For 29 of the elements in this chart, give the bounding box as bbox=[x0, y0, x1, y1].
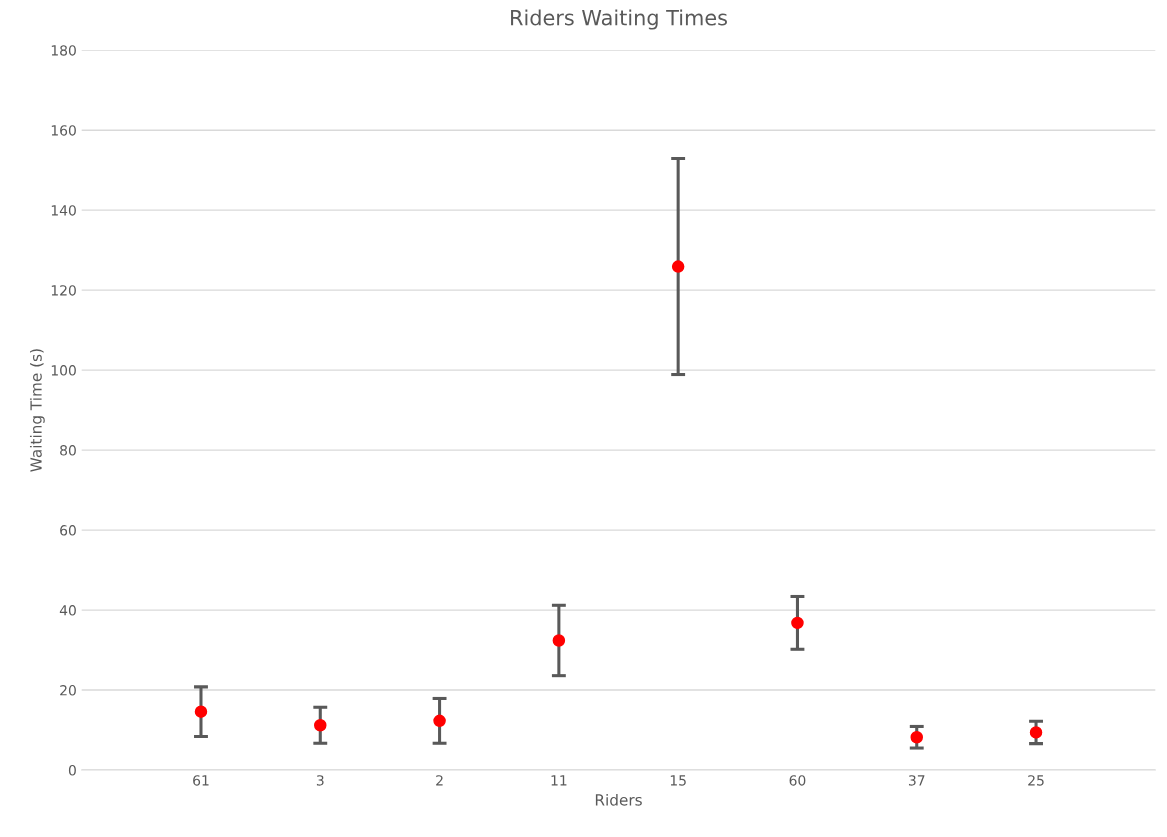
y-tick-label: 0 bbox=[68, 765, 76, 776]
point bbox=[671, 260, 685, 273]
y-tick-label: 160 bbox=[51, 125, 76, 136]
point bbox=[433, 714, 446, 728]
point bbox=[194, 705, 208, 718]
x-tick-label: 37 bbox=[908, 775, 925, 786]
point bbox=[791, 616, 804, 630]
y-tick-label: 180 bbox=[51, 45, 76, 56]
point bbox=[314, 719, 327, 732]
x-tick-label: 61 bbox=[193, 775, 209, 786]
point bbox=[1029, 726, 1043, 739]
point bbox=[552, 634, 566, 647]
y-tick-label: 60 bbox=[60, 525, 76, 536]
x-tick-label: 11 bbox=[551, 775, 567, 786]
y-tick-label: 20 bbox=[60, 685, 76, 696]
y-tick-label: 40 bbox=[59, 605, 76, 616]
point bbox=[910, 730, 923, 744]
x-tick-label: 3 bbox=[316, 775, 324, 786]
x-tick-label: 60 bbox=[789, 775, 806, 786]
y-tick-label: 80 bbox=[60, 445, 76, 456]
chart-title: Riders Waiting Times bbox=[511, 9, 727, 30]
x-tick-label: 15 bbox=[670, 775, 686, 786]
x-tick-label: 25 bbox=[1028, 775, 1044, 786]
y-axis-title: Waiting Time (s) bbox=[29, 349, 45, 472]
y-tick-label: 120 bbox=[51, 285, 76, 296]
y-tick-label: 140 bbox=[51, 205, 76, 216]
x-axis-title: Riders bbox=[595, 793, 642, 806]
x-tick-label: 2 bbox=[436, 775, 443, 786]
y-tick-label: 100 bbox=[51, 365, 76, 376]
